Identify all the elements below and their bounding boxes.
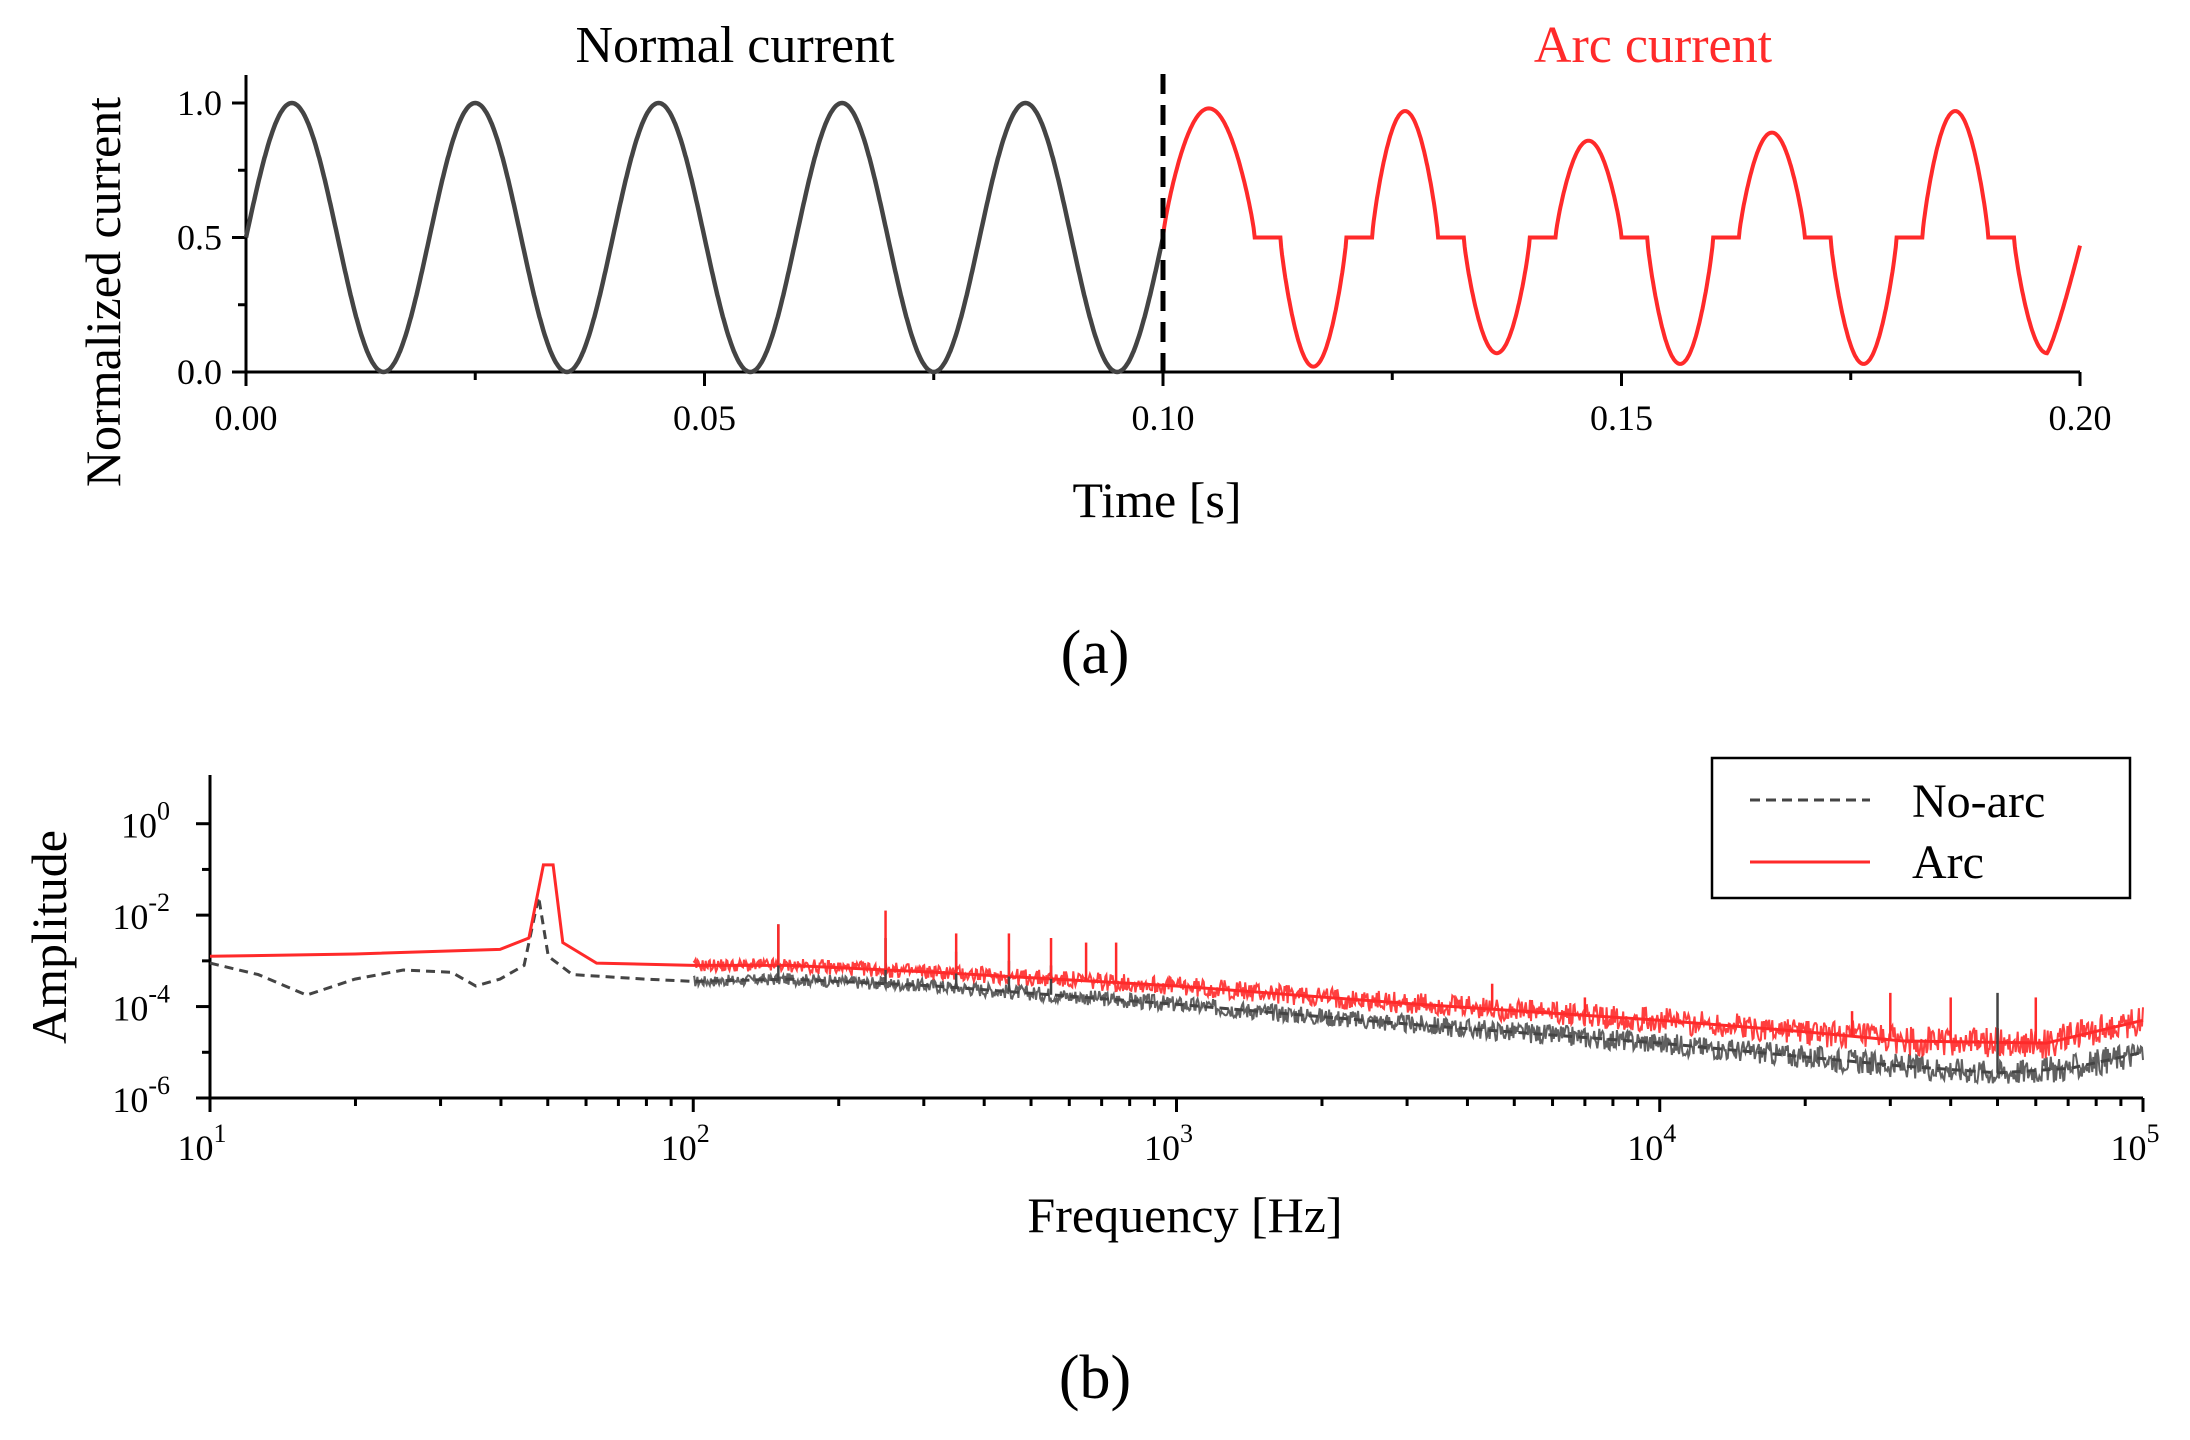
panel-a-x-tick-label: 0.10: [1132, 398, 1195, 438]
legend-box: [1710, 756, 2132, 900]
panel-a-y-tick-label: 0.5: [177, 218, 222, 258]
panel-b-x-tick-label: 102: [661, 1119, 710, 1168]
panel-a-x-tick-label: 0.20: [2049, 398, 2112, 438]
panel-b-y-tick-label: 100: [121, 797, 170, 846]
panel-a-x-tick-label: 0.15: [1590, 398, 1653, 438]
panel-a-x-tick-label: 0.00: [215, 398, 278, 438]
panel-b-x-label: Frequency [Hz]: [1027, 1187, 1342, 1243]
panel-a-y-tick-label: 1.0: [177, 83, 222, 123]
series-no-arc: [209, 896, 2144, 1075]
panel-b-ticks: 101 102 103 104 105 10-6 10-4 10-2 100: [112, 797, 2159, 1168]
panel-a-y-tick-label: 0.0: [177, 352, 222, 392]
panel-b-x-tick-label: 104: [1627, 1119, 1676, 1168]
panel-b-y-tick-label: 10-2: [112, 888, 170, 937]
series-no-arc-noise: [692, 971, 2144, 1086]
panel-a-normal-title: Normal current: [575, 17, 895, 74]
legend: No-arc Arc: [1710, 756, 2132, 900]
legend-label-no-arc: No-arc: [1912, 775, 2045, 828]
legend-label-arc: Arc: [1912, 836, 1984, 889]
panel-a-arc-title: Arc current: [1534, 17, 1773, 74]
series-arc-current: [1161, 106, 2082, 369]
panel-a: Normal current Arc current 0.00 0.05 0.10 0…: [75, 17, 2112, 687]
series-arc-noise: [692, 956, 2144, 1059]
panel-b-x-tick-label: 103: [1144, 1119, 1193, 1168]
panel-b: 101 102 103 104 105 10-6 10-4 10-2 100 No-arc Ar…: [21, 756, 2160, 1412]
panel-b-label: (b): [1059, 1344, 1131, 1412]
panel-a-ticks: 0.00 0.05 0.10 0.15 0.20 0.0 0.5 1.0: [177, 83, 2112, 438]
harmonic-peaks: [777, 910, 2038, 1073]
panel-b-y-tick-label: 10-4: [112, 980, 170, 1029]
panel-a-y-label: Normalized current: [75, 97, 131, 487]
series-normal-current: [243, 100, 1166, 375]
panel-b-x-tick-label: 105: [2111, 1119, 2160, 1168]
panel-b-y-tick-label: 10-6: [112, 1071, 170, 1120]
panel-a-label: (a): [1061, 619, 1130, 687]
panel-a-x-label: Time [s]: [1072, 472, 1241, 528]
panel-b-y-label: Amplitude: [21, 830, 77, 1044]
panel-a-x-tick-label: 0.05: [673, 398, 736, 438]
panel-b-x-tick-label: 101: [178, 1119, 227, 1168]
